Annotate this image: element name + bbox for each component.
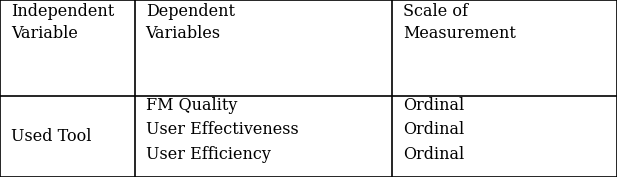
Text: Dependent
Variables: Dependent Variables bbox=[146, 3, 234, 42]
Text: User Effectiveness: User Effectiveness bbox=[146, 121, 299, 138]
Text: Independent
Variable: Independent Variable bbox=[11, 3, 114, 42]
Text: Scale of
Measurement: Scale of Measurement bbox=[403, 3, 516, 42]
Text: User Efficiency: User Efficiency bbox=[146, 146, 270, 163]
Text: Used Tool: Used Tool bbox=[11, 128, 91, 145]
Text: Ordinal: Ordinal bbox=[403, 146, 464, 163]
Text: Ordinal: Ordinal bbox=[403, 97, 464, 114]
Text: Ordinal: Ordinal bbox=[403, 121, 464, 138]
Text: FM Quality: FM Quality bbox=[146, 97, 237, 114]
